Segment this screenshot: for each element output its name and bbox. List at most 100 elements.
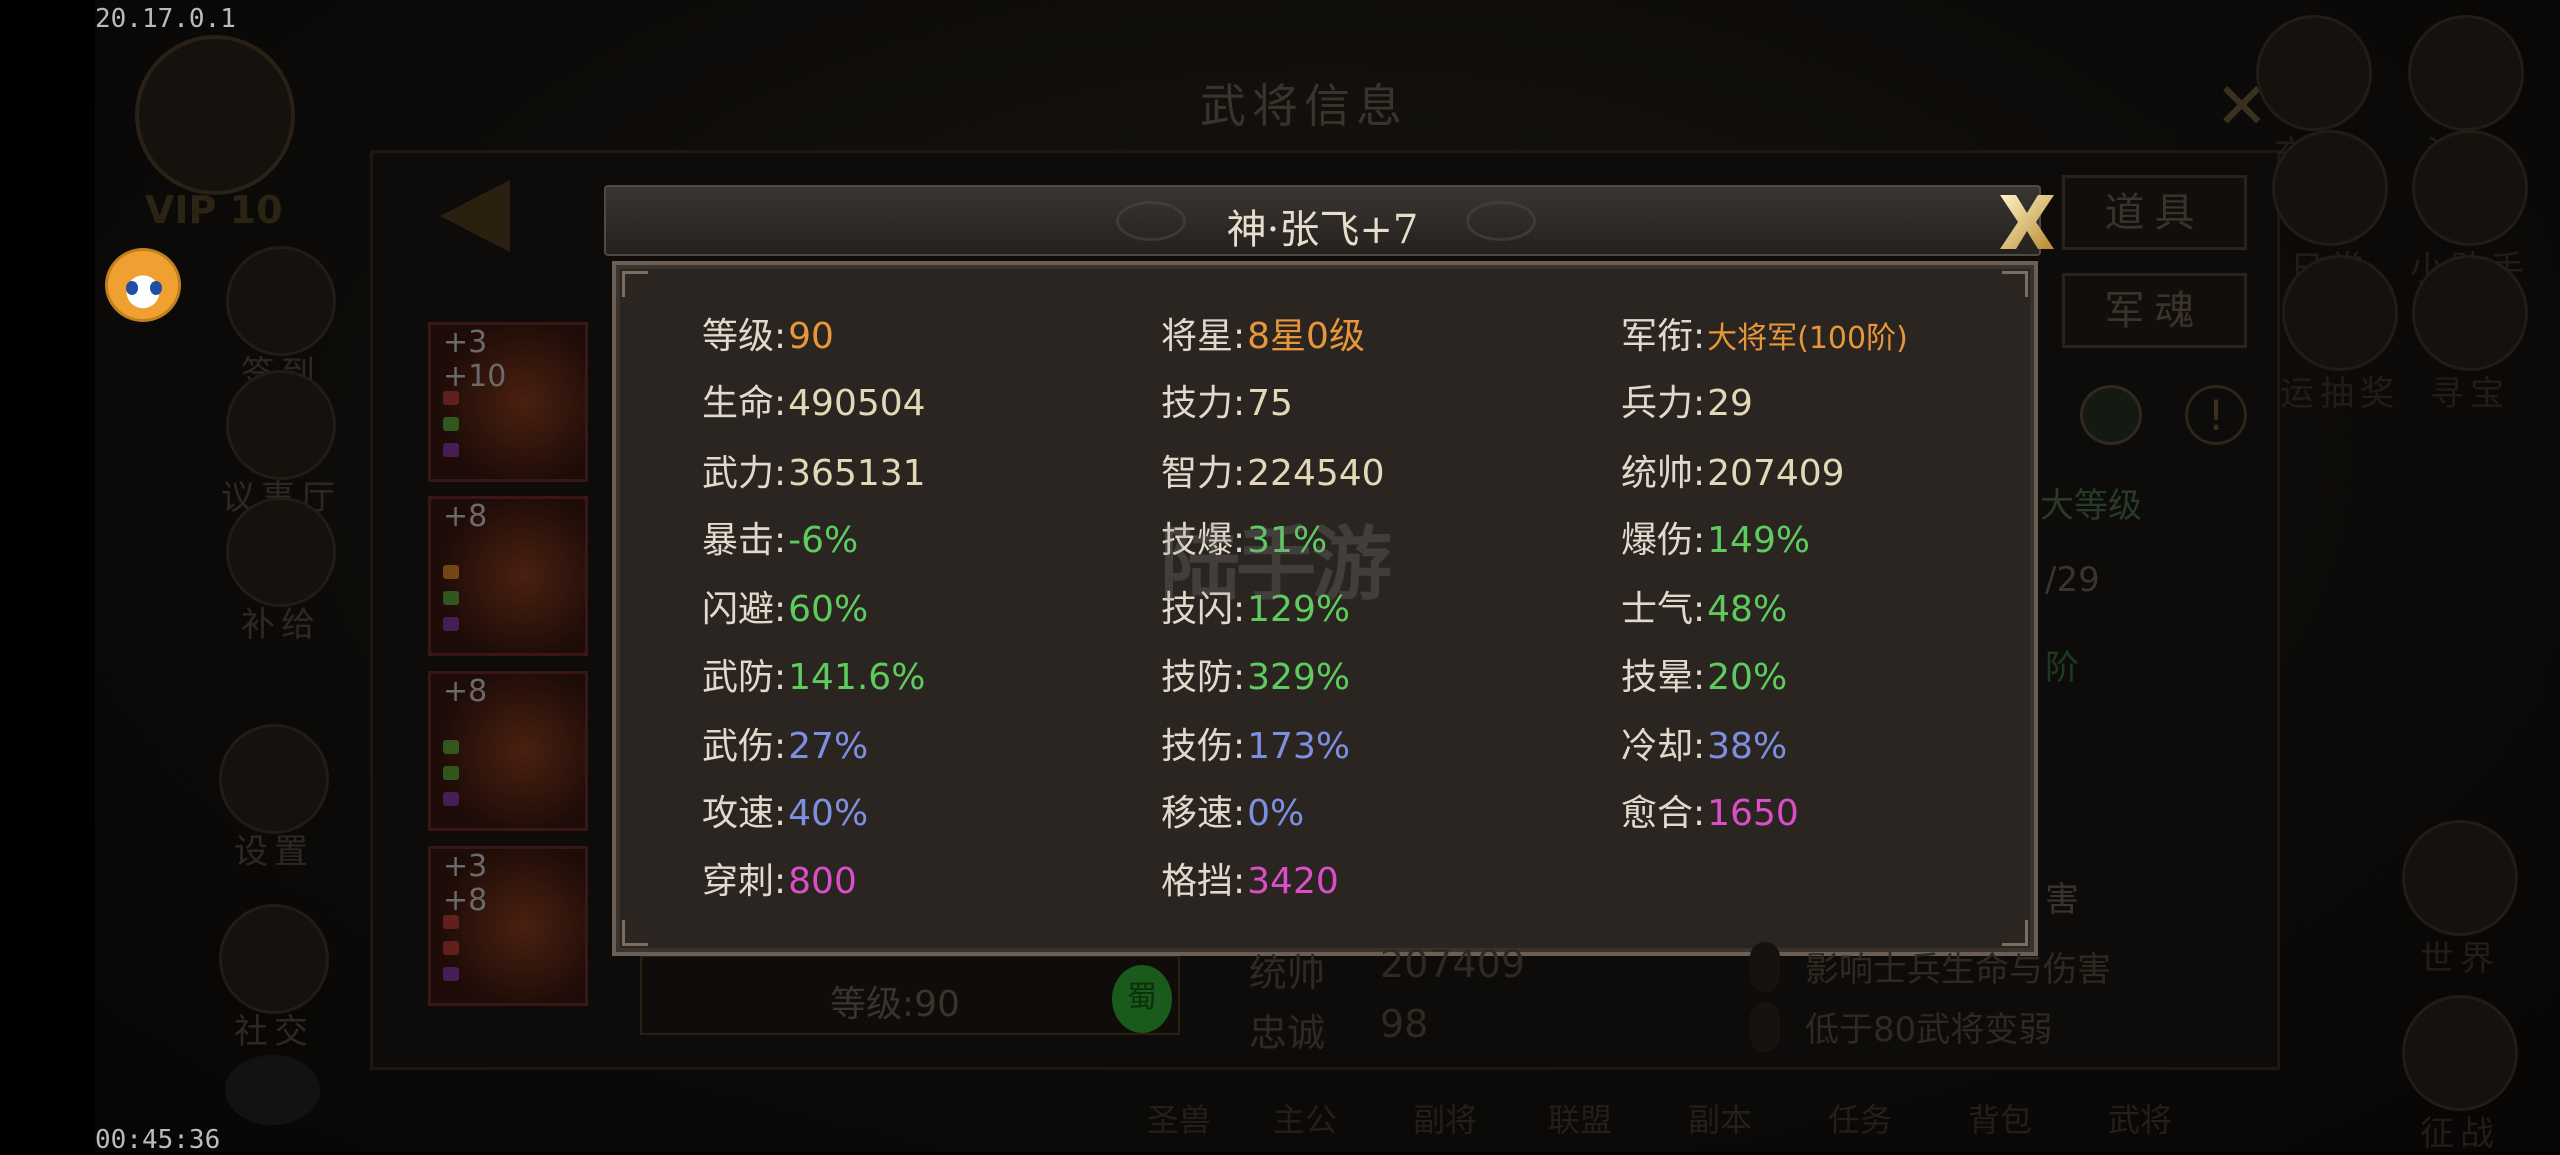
bottom-nav-item[interactable]: 联盟: [1547, 1101, 1613, 1139]
attr-hint-icon: [1750, 1002, 1780, 1052]
attr-note: 影响士兵生命与伤害: [1805, 950, 2111, 990]
count-fragment: /29: [2045, 560, 2100, 600]
stat-item: 格挡:3420: [1161, 852, 1339, 904]
chat-icon[interactable]: [225, 1055, 320, 1125]
stat-label: 士气:: [1621, 589, 1706, 630]
gem-icon: [443, 443, 459, 457]
attr-note: 低于80武将变弱: [1805, 1010, 2053, 1050]
rank-fragment: 阶: [2045, 648, 2079, 688]
menu-supply-icon[interactable]: [226, 497, 336, 607]
attr-value: 207409: [1380, 942, 1526, 986]
stat-item: 技伤:173%: [1161, 717, 1350, 769]
menu-events-icon[interactable]: [2408, 15, 2524, 131]
dialog-header: 神·张飞+7: [604, 185, 2041, 256]
bottom-nav-item[interactable]: 任务: [1827, 1101, 1893, 1139]
menu-settings-icon[interactable]: [219, 724, 329, 834]
watermark: 陆手游: [1160, 518, 1392, 611]
stat-label: 格挡:: [1161, 861, 1246, 902]
stat-item: 冷却:38%: [1621, 717, 1787, 769]
stat-label: 生命:: [702, 383, 787, 424]
stat-item: 士气:48%: [1621, 580, 1787, 632]
hero-card[interactable]: [640, 955, 1180, 1035]
menu-recharge-icon[interactable]: [2256, 15, 2372, 131]
gem-icon: [443, 565, 459, 579]
stat-value: 141.6%: [788, 657, 926, 698]
bottom-nav-item[interactable]: 副本: [1687, 1101, 1753, 1139]
bottom-nav-item[interactable]: 武将: [2107, 1101, 2173, 1139]
menu-social-icon[interactable]: [219, 904, 329, 1014]
stat-item: 武防:141.6%: [702, 648, 925, 700]
stat-label: 攻速:: [702, 793, 787, 834]
menu-treasure-icon[interactable]: [2412, 255, 2528, 371]
cloud-ornament-icon: [1116, 201, 1186, 241]
max-level-fragment: 大等级: [2040, 486, 2142, 526]
menu-campaign-icon[interactable]: [2402, 995, 2518, 1111]
menu-sign-in-icon[interactable]: [226, 246, 336, 356]
stat-value: 173%: [1247, 726, 1351, 767]
stat-value: 365131: [788, 453, 926, 494]
gem-icon: [443, 740, 459, 754]
stat-label: 穿刺:: [702, 861, 787, 902]
stat-value: 48%: [1707, 589, 1788, 630]
assistant-cat-icon[interactable]: [105, 248, 181, 322]
menu-lottery-icon[interactable]: [2282, 255, 2398, 371]
menu-world-icon[interactable]: [2402, 820, 2518, 936]
gem-icon: [443, 391, 459, 405]
menu-daily-icon[interactable]: [2272, 130, 2388, 246]
stat-label: 冷却:: [1621, 726, 1706, 767]
tab-army-soul[interactable]: 军魂: [2062, 273, 2247, 348]
attr-label: 统帅: [1249, 951, 1326, 995]
stat-label: 统帅:: [1621, 453, 1706, 494]
stat-value: 31%: [1247, 520, 1328, 561]
stat-label: 技力:: [1161, 383, 1246, 424]
attr-label: 忠诚: [1249, 1011, 1326, 1055]
stat-label: 技晕:: [1621, 657, 1706, 698]
stat-item: 技防:329%: [1161, 648, 1350, 700]
corner-ornament: [2002, 271, 2028, 297]
enhance-level: +10: [443, 359, 507, 394]
stat-value: 3420: [1247, 861, 1339, 902]
menu-council-hall-icon[interactable]: [226, 370, 336, 480]
stat-label: 暴击:: [702, 520, 787, 561]
stat-label: 爆伤:: [1621, 520, 1706, 561]
bottom-nav-item[interactable]: 背包: [1967, 1101, 2033, 1139]
stat-value: 90: [788, 316, 834, 357]
corner-ornament: [622, 920, 648, 946]
menu-helper-icon[interactable]: [2412, 130, 2528, 246]
stat-item: 技力:75: [1161, 374, 1293, 426]
bottom-nav-item[interactable]: 圣兽: [1146, 1101, 1212, 1139]
stat-value: 60%: [788, 589, 869, 630]
gem-icon: [443, 915, 459, 929]
cloud-ornament-icon: [1466, 201, 1536, 241]
equipment-slot[interactable]: +3 +10: [428, 322, 588, 482]
stat-value: 29: [1707, 383, 1753, 424]
gem-icon: [443, 591, 459, 605]
stat-item: 移速:0%: [1161, 784, 1304, 836]
equipment-slot[interactable]: +3 +8: [428, 846, 588, 1006]
attr-hint-icon: [1750, 942, 1780, 992]
player-avatar[interactable]: [135, 35, 295, 195]
enhance-level: +8: [443, 499, 488, 534]
stat-item: 爆伤:149%: [1621, 511, 1810, 563]
stat-value: 40%: [788, 793, 869, 834]
tab-items[interactable]: 道具: [2062, 175, 2247, 250]
equipment-slot[interactable]: +8: [428, 496, 588, 656]
faction-badge: 蜀: [1112, 965, 1172, 1033]
stat-value: 224540: [1247, 453, 1385, 494]
stat-value: 1650: [1707, 793, 1799, 834]
equipment-slot[interactable]: +8: [428, 671, 588, 831]
dialog-title: 神·张飞+7: [1226, 207, 1419, 253]
share-icon[interactable]: [2080, 385, 2142, 445]
enhance-level: +8: [443, 674, 488, 709]
info-icon[interactable]: !: [2185, 385, 2247, 445]
stat-label: 移速:: [1161, 793, 1246, 834]
bottom-nav-item[interactable]: 副将: [1412, 1101, 1478, 1139]
back-arrow-icon[interactable]: [440, 180, 510, 252]
gem-icon: [443, 941, 459, 955]
harm-fragment: 害: [2045, 880, 2079, 920]
bottom-nav-item[interactable]: 主公: [1272, 1101, 1338, 1139]
stat-value: 75: [1247, 383, 1293, 424]
stat-label: 将星:: [1161, 316, 1246, 357]
close-icon[interactable]: [1994, 191, 2060, 253]
hero-level: 等级:90: [830, 984, 960, 1025]
